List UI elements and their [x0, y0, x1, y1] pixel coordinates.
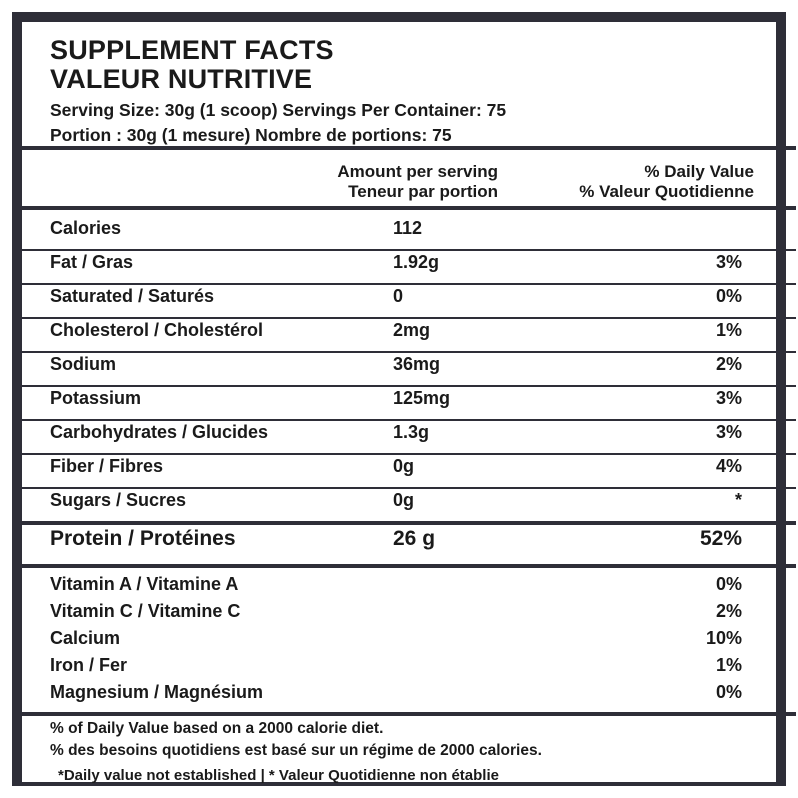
row-divider [22, 283, 796, 285]
nutrient-amount: 1.92g [393, 252, 440, 272]
row-divider [22, 453, 796, 455]
nutrient-daily-value: 3% [715, 388, 742, 408]
row-divider [22, 249, 796, 251]
nutrient-amount: 125mg [393, 388, 451, 408]
footnote-english: % of Daily Value based on a 2000 calorie… [50, 720, 384, 737]
vitamin-name: Vitamin A / Vitamine A [50, 574, 239, 594]
row-divider [22, 317, 796, 319]
footnote-asterisk: *Daily value not established | * Valeur … [58, 767, 499, 784]
nutrient-daily-value: 4% [715, 456, 742, 476]
nutrient-amount: 0 [393, 286, 404, 306]
nutrient-amount: 36mg [393, 354, 441, 374]
nutrient-amount: 1.3g [393, 422, 430, 442]
nutrient-daily-value: 0% [715, 286, 742, 306]
column-header-divider [22, 206, 796, 210]
nutrient-amount: 0g [393, 490, 415, 510]
nutrient-name: Carbohydrates / Glucides [50, 422, 269, 442]
amount-header-english: Amount per serving [337, 162, 498, 181]
dv-header-english: % Daily Value [644, 162, 754, 181]
nutrient-amount: 2mg [393, 320, 431, 340]
header-divider [22, 146, 796, 150]
nutrient-amount: 26 g [393, 527, 436, 550]
vitamin-daily-value: 0% [715, 574, 742, 594]
vitamin-daily-value: 1% [715, 655, 742, 675]
dv-header-french: % Valeur Quotidienne [579, 182, 754, 201]
amount-column-header: Amount per serving Teneur par portion [262, 162, 498, 202]
footnote-french: % des besoins quotidiens est basé sur un… [50, 742, 542, 759]
nutrient-name: Fiber / Fibres [50, 456, 164, 476]
vitamin-name: Iron / Fer [50, 655, 128, 675]
nutrient-daily-value: 1% [715, 320, 742, 340]
row-divider [22, 419, 796, 421]
serving-info-english: Serving Size: 30g (1 scoop) Servings Per… [50, 100, 507, 120]
row-divider [22, 385, 796, 387]
nutrient-amount: 112 [393, 218, 423, 238]
vitamin-name: Vitamin C / Vitamine C [50, 601, 241, 621]
title-english: SUPPLEMENT FACTS [50, 35, 334, 65]
serving-info-french: Portion : 30g (1 mesure) Nombre de porti… [50, 125, 452, 145]
nutrient-daily-value: 2% [715, 354, 742, 374]
nutrient-name: Saturated / Saturés [50, 286, 215, 306]
nutrient-daily-value: 52% [699, 527, 742, 550]
vitamin-daily-value: 10% [705, 628, 742, 648]
row-divider [22, 521, 796, 525]
row-divider [22, 351, 796, 353]
nutrient-name: Sugars / Sucres [50, 490, 187, 510]
nutrient-daily-value: 3% [715, 422, 742, 442]
vitamin-daily-value: 2% [715, 601, 742, 621]
nutrient-name: Sodium [50, 354, 116, 374]
nutrient-name: Fat / Gras [50, 252, 134, 272]
title-french: VALEUR NUTRITIVE [50, 64, 313, 94]
nutrient-daily-value: * [734, 490, 742, 510]
nutrient-daily-value: 3% [715, 252, 742, 272]
amount-header-french: Teneur par portion [348, 182, 498, 201]
row-divider [22, 487, 796, 489]
vitamin-name: Magnesium / Magnésium [50, 682, 264, 702]
nutrient-name: Calories [50, 218, 122, 238]
vitamin-name: Calcium [50, 628, 121, 648]
nutrient-amount: 0g [393, 456, 415, 476]
vitamins-divider [22, 564, 796, 568]
nutrient-name: Protein / Protéines [50, 527, 236, 550]
footer-divider [22, 712, 796, 716]
vitamin-daily-value: 0% [715, 682, 742, 702]
daily-value-column-header: % Daily Value % Valeur Quotidienne [502, 162, 754, 202]
supplement-facts-panel: SUPPLEMENT FACTS VALEUR NUTRITIVE Servin… [12, 12, 796, 786]
nutrient-name: Cholesterol / Cholestérol [50, 320, 264, 340]
panel-header: SUPPLEMENT FACTS VALEUR NUTRITIVE Servin… [50, 36, 770, 148]
nutrient-name: Potassium [50, 388, 142, 408]
